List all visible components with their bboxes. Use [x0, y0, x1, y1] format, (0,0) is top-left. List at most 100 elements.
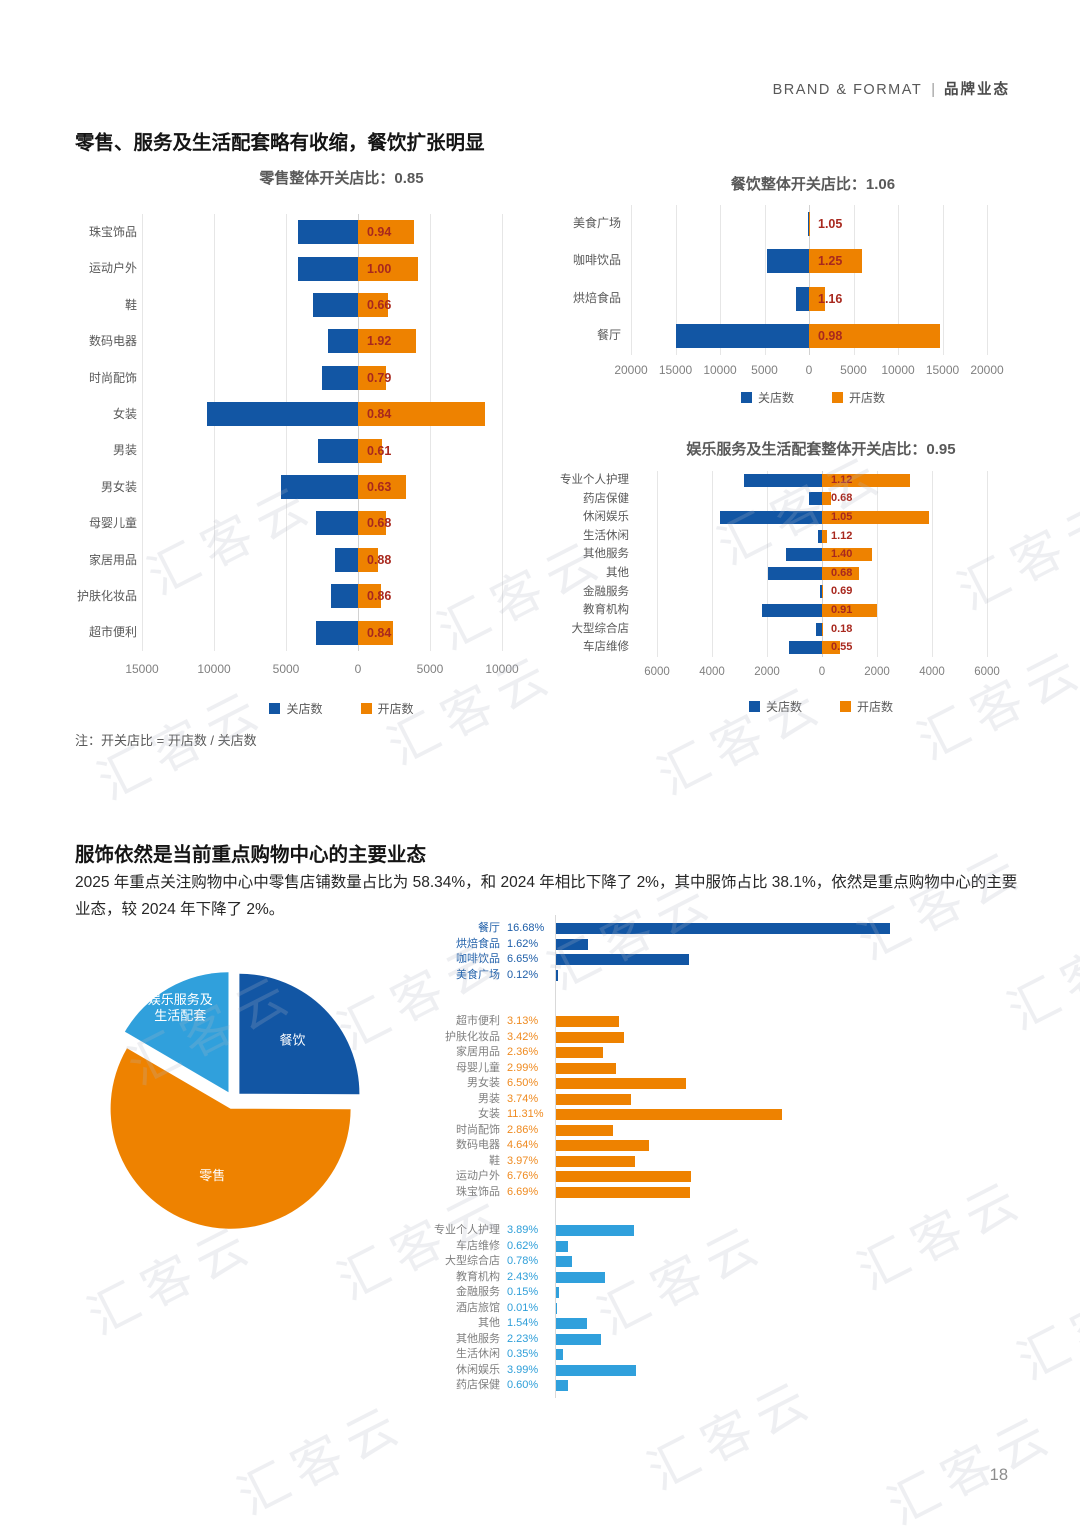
header-divider: |	[931, 82, 935, 98]
category-label: 其他服务	[583, 548, 629, 561]
bar-open	[822, 529, 827, 543]
category-label: 美食广场	[572, 216, 621, 230]
header-brand-text: BRAND & FORMAT	[772, 82, 923, 98]
legend-item: 开店数	[360, 700, 414, 717]
bar-open	[809, 249, 862, 274]
format-share-bar-chart: 餐厅 16.68% 烘焙食品 1.62% 咖啡饮品 6.65% 美食广场 0.12% 超市便利 3…	[430, 915, 1030, 1415]
percent-label: 2.23%	[507, 1332, 539, 1345]
category-label: 餐厅	[596, 328, 621, 343]
share-bar	[556, 1186, 690, 1198]
percent-label: 2.36%	[507, 1046, 539, 1058]
percent-label: 1.54%	[507, 1317, 539, 1329]
category-label: 其他	[606, 567, 629, 579]
share-bar	[556, 1109, 783, 1121]
bar-open	[358, 293, 388, 317]
legend-label: 开店数	[377, 702, 414, 716]
retail-chart-title: 零售整体开关店比：0.85	[259, 170, 424, 187]
bar-open	[358, 329, 416, 354]
legend-label: 开店数	[857, 700, 894, 714]
bar-open	[822, 585, 824, 599]
grid-line	[987, 471, 988, 657]
legend-close-swatch	[740, 392, 752, 403]
chart-legend: 关店数 开店数	[627, 389, 999, 406]
percent-label: 3.42%	[507, 1030, 539, 1043]
percent-label: 16.68%	[507, 922, 545, 934]
bar-close	[675, 323, 809, 348]
axis-tick-label: 4000	[919, 666, 945, 678]
grid-line	[675, 205, 677, 355]
category-label: 大型综合店	[571, 622, 630, 635]
axis-tick-label: 2000	[864, 666, 890, 678]
axis-tick-label: 15000	[658, 363, 693, 377]
grid-line	[822, 471, 823, 657]
legend-label: 关店数	[757, 391, 794, 405]
category-label: 运动户外	[88, 261, 137, 276]
category-label: 数码电器	[456, 1139, 500, 1151]
bar-open	[809, 286, 825, 311]
bar-close	[743, 473, 822, 487]
category-label: 男女装	[467, 1077, 500, 1089]
category-label: 美食广场	[456, 968, 500, 981]
category-label: 时尚配饰	[456, 1123, 500, 1136]
grid-line	[631, 205, 632, 355]
category-label: 鞋	[124, 297, 137, 312]
category-label: 数码电器	[88, 334, 137, 349]
percent-label: 6.65%	[507, 953, 539, 965]
bar-close	[316, 620, 358, 645]
section2-body: 2025 年重点关注购物中心中零售店铺数量占比为 58.34%，和 2024 年…	[75, 874, 1018, 918]
bar-close	[298, 220, 358, 245]
section1-title: 零售、服务及生活配套略有收缩，餐饮扩张明显	[75, 132, 485, 154]
category-label: 金融服务	[583, 585, 629, 598]
share-bar	[556, 1318, 587, 1330]
bar-open	[358, 220, 415, 245]
category-label: 护肤化妆品	[445, 1030, 500, 1043]
share-bar	[556, 1062, 616, 1074]
bar-open	[822, 622, 824, 636]
axis-tick-label: 4000	[699, 666, 725, 678]
category-label: 烘焙食品	[456, 937, 500, 950]
category-label: 运动户外	[456, 1170, 500, 1182]
axis-tick-label: 5000	[272, 662, 300, 676]
share-bar	[556, 1093, 631, 1105]
percent-label: 0.62%	[507, 1239, 539, 1252]
ratio-label: 0.68	[367, 516, 392, 531]
share-bar	[556, 1240, 569, 1252]
axis-tick-label: 20000	[970, 363, 1004, 377]
category-label: 教育机构	[456, 1270, 500, 1283]
ratio-label: 0.63	[367, 480, 392, 494]
percent-label: 3.97%	[507, 1154, 539, 1167]
ent-chart-title: 娱乐服务及生活配套整体开关店比：0.95	[686, 441, 956, 458]
category-label: 男女装	[100, 479, 137, 494]
grid-line	[987, 205, 988, 355]
axis-tick-label: 15000	[925, 363, 960, 377]
grid-line	[767, 471, 768, 657]
grid-line	[853, 205, 855, 355]
bar-open	[822, 492, 832, 506]
category-label: 时尚配饰	[88, 370, 137, 385]
percent-label: 4.64%	[507, 1139, 539, 1151]
legend-item: 开店数	[840, 698, 893, 715]
share-bar	[556, 1140, 649, 1152]
legend-label: 关店数	[765, 700, 802, 714]
bar-close	[768, 566, 822, 580]
category-label: 男装	[112, 443, 137, 458]
ratio-label: 0.66	[367, 298, 392, 312]
axis-tick-label: 10000	[881, 363, 915, 377]
category-label: 生活休闲	[583, 529, 629, 542]
axis-tick-label: 6000	[644, 666, 670, 678]
ratio-label: 1.12	[831, 473, 853, 486]
ratio-label: 0.91	[831, 604, 853, 616]
legend-close-swatch	[269, 703, 281, 714]
legend-item: 关店数	[740, 389, 794, 406]
pie-slice-1	[239, 973, 360, 1095]
grid-line	[877, 471, 878, 657]
percent-label: 3.89%	[507, 1224, 539, 1236]
ratio-label: 0.18	[831, 622, 853, 635]
category-label: 超市便利	[456, 1015, 500, 1027]
grid-line	[942, 205, 944, 355]
axis-tick-label: 20000	[614, 363, 648, 377]
category-label: 金融服务	[456, 1286, 500, 1298]
bar-close	[789, 641, 822, 655]
category-label: 珠宝饰品	[456, 1185, 500, 1198]
category-label: 超市便利	[88, 625, 137, 640]
